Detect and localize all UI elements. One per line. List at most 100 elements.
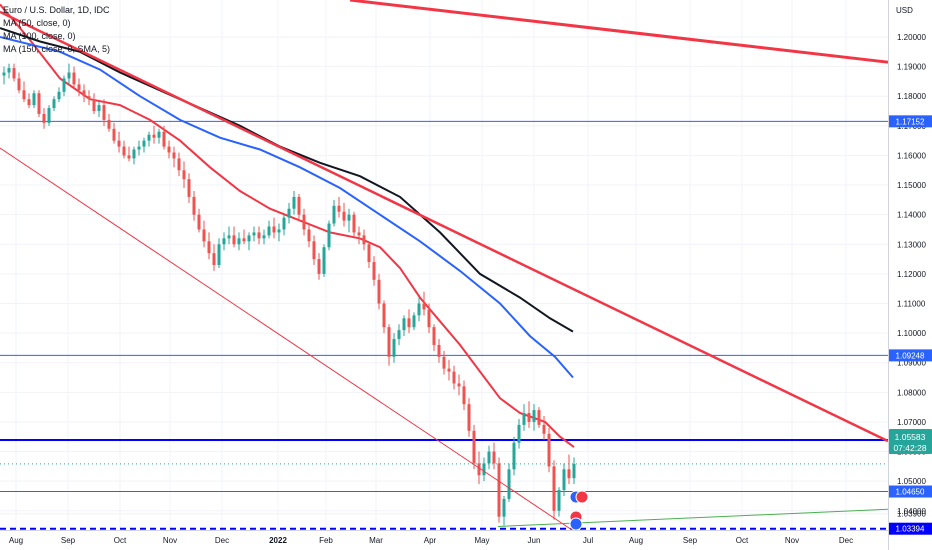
moving-averages <box>0 3 575 448</box>
time-tick-label: Aug <box>9 536 23 545</box>
price-tick-label: 1.09000 <box>897 359 926 368</box>
trendline <box>0 10 889 443</box>
current-price-box <box>889 429 932 454</box>
ma-50-label: MA (50, close, 0) <box>3 18 71 28</box>
candle-body <box>397 330 401 340</box>
price-tick-label: 1.05000 <box>897 477 926 486</box>
time-tick-label: May <box>474 536 489 545</box>
time-tick-label: Aug <box>629 536 643 545</box>
price-label-text: 1.03394 <box>896 525 925 534</box>
price-label-box <box>889 115 932 128</box>
candle-body <box>197 214 201 230</box>
candle-body <box>287 208 291 218</box>
time-tick-label: Jul <box>583 536 593 545</box>
candle-body <box>147 134 151 141</box>
grid <box>0 0 888 530</box>
candle-body <box>167 146 171 153</box>
candle-body <box>497 463 501 517</box>
candle-body <box>262 235 266 239</box>
candle-body <box>52 99 56 109</box>
candle-body <box>12 68 16 79</box>
price-tick-label: 1.14000 <box>897 211 926 220</box>
event-icons[interactable] <box>569 490 589 531</box>
candle-body <box>177 158 181 171</box>
candle-body <box>7 68 11 73</box>
candle-body <box>542 424 546 434</box>
moving-average-line <box>0 3 575 448</box>
chart-legend: Euro / U.S. Dollar, 1D, IDC MA (50, clos… <box>3 4 110 56</box>
candle-body <box>267 226 271 236</box>
price-tick-label: 1.16000 <box>897 151 926 160</box>
price-tick-label: 1.13000 <box>897 240 926 249</box>
candle-body <box>327 223 331 248</box>
candle-body <box>522 413 526 425</box>
price-label-text: 1.04650 <box>896 488 925 497</box>
candle-body <box>217 244 221 265</box>
trendline <box>497 508 889 527</box>
candle-body <box>307 229 311 242</box>
time-tick-label: Mar <box>369 536 383 545</box>
candles <box>2 63 576 526</box>
price-tick-label: 1.07000 <box>897 418 926 427</box>
price-tick-label: 1.18000 <box>897 92 926 101</box>
price-tick-label: 1.11000 <box>897 299 926 308</box>
candle-body <box>482 463 486 476</box>
candle-body <box>112 128 116 141</box>
candle-body <box>252 232 256 236</box>
candle-body <box>57 91 61 100</box>
time-tick-label: Apr <box>424 536 437 545</box>
candle-body <box>342 211 346 221</box>
candle-body <box>257 232 261 239</box>
candle-body <box>142 140 146 147</box>
price-label-box <box>889 522 932 535</box>
candle-body <box>437 344 441 357</box>
candle-body <box>277 229 281 233</box>
candle-body <box>92 99 96 112</box>
candle-body <box>467 404 471 431</box>
current-price-label: 1.05583 07:42:28 <box>889 429 932 454</box>
current-price-text: 1.05583 <box>895 432 926 442</box>
candle-body <box>472 430 476 464</box>
time-tick-label: Dec <box>215 536 229 545</box>
time-axis[interactable]: Aug Sep Oct Nov Dec 2022 Feb Mar Apr May Jun Jul Aug… <box>9 536 853 545</box>
time-tick-label: Sep <box>61 536 76 545</box>
candle-body <box>182 170 186 180</box>
candle-body <box>157 131 161 138</box>
candle-body <box>152 134 156 138</box>
candle-body <box>107 119 111 129</box>
candle-body <box>367 244 371 263</box>
candle-body <box>477 463 481 476</box>
candle-body <box>357 232 361 236</box>
currency-label: USD <box>896 6 913 15</box>
candle-body <box>232 235 236 245</box>
candle-body <box>552 466 556 511</box>
trendline <box>0 147 573 531</box>
candle-body <box>22 90 26 100</box>
event-flag-icon[interactable] <box>575 490 589 504</box>
price-tick-label: 1.03900 <box>897 510 926 519</box>
candle-body <box>292 196 296 209</box>
candle-body <box>212 253 216 265</box>
candle-body <box>492 451 496 464</box>
candle-body <box>2 72 6 76</box>
ma-100-label: MA (100, close, 0) <box>3 31 76 41</box>
price-label-box <box>889 349 932 362</box>
candle-body <box>162 131 166 147</box>
candle-body <box>447 368 451 372</box>
price-tick-label: 1.20000 <box>897 33 926 42</box>
price-axis[interactable]: 1.200001.190001.180001.170001.160001.150… <box>897 33 926 519</box>
time-tick-label: Oct <box>736 536 749 545</box>
candle-body <box>32 93 36 106</box>
trendline <box>349 0 889 64</box>
candle-body <box>402 318 406 331</box>
candle-body <box>172 152 176 159</box>
event-flag-icon[interactable] <box>569 517 583 531</box>
candle-body <box>132 149 136 159</box>
candle-body <box>87 96 91 100</box>
candle-body <box>452 371 456 384</box>
candle-body <box>362 235 366 245</box>
candle-body <box>37 93 41 114</box>
time-tick-label: Nov <box>163 536 177 545</box>
candle-body <box>272 226 276 233</box>
